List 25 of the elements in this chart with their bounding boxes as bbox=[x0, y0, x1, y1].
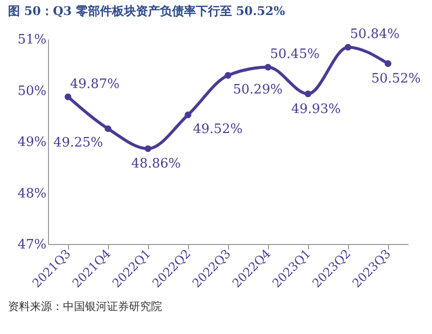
point bbox=[64, 94, 72, 100]
data-label: 49.93% bbox=[291, 102, 341, 117]
point bbox=[384, 60, 392, 67]
point bbox=[344, 44, 352, 51]
point bbox=[264, 64, 272, 71]
point bbox=[304, 90, 312, 98]
point bbox=[224, 72, 232, 79]
chart-title: 图 50：Q3 零部件板块资产负债率下行至 50.52% bbox=[8, 4, 286, 18]
y-tick-label: 51% bbox=[18, 32, 46, 48]
point bbox=[144, 145, 152, 152]
text: 资料来源：中国银河证券研究院 bbox=[8, 300, 162, 313]
data-label: 50.45% bbox=[270, 47, 320, 62]
data-label: 48.86% bbox=[131, 156, 181, 172]
y-tick-label: 47% bbox=[18, 238, 46, 252]
data-label: 49.52% bbox=[193, 122, 243, 137]
point bbox=[184, 112, 192, 118]
point bbox=[104, 125, 112, 132]
y-tick-label: 50% bbox=[18, 84, 46, 99]
data-label: 49.25% bbox=[53, 136, 103, 151]
y-tick-label: 48% bbox=[18, 186, 46, 202]
data-label: 50.84% bbox=[350, 27, 400, 42]
data-label: 49.87% bbox=[70, 76, 120, 92]
y-tick-label: 49% bbox=[18, 135, 46, 150]
data-label: 50.52% bbox=[371, 72, 421, 87]
data-label: 50.29% bbox=[233, 82, 283, 98]
